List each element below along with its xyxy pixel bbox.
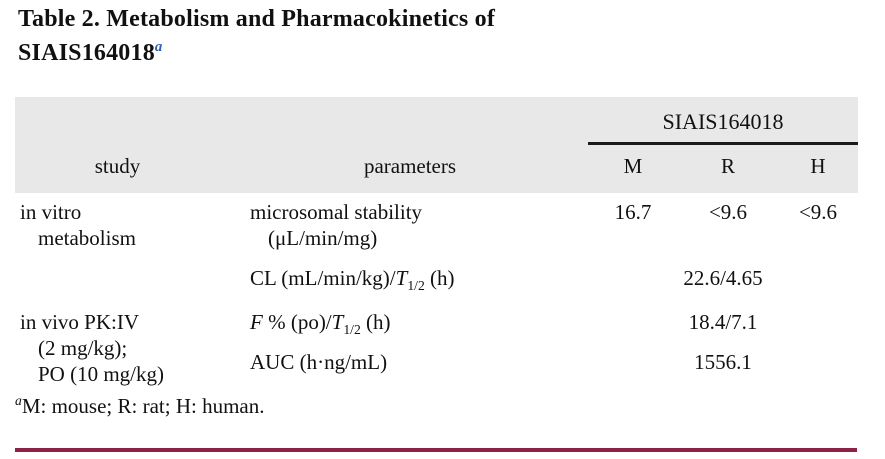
value-m: 16.7 xyxy=(614,199,652,224)
study-line: in vitro xyxy=(20,199,82,224)
param-cell-clearance: CL (mL/min/kg)/T1/2 (h) xyxy=(250,251,588,295)
study-cell-invivo: in vivo PK:IV (2 mg/kg); PO (10 mg/kg) xyxy=(15,295,250,387)
table-row: in vitro metabolism microsomal stability… xyxy=(15,193,858,251)
study-line: in vivo PK:IV xyxy=(20,309,140,334)
param-subscript: 1/2 xyxy=(343,321,361,337)
value-merged-cl: 22.6/4.65 xyxy=(683,265,763,290)
table-row: AUC (h·ng/mL) 1556.1 xyxy=(15,343,858,387)
param-text: % (po)/ xyxy=(262,309,332,334)
study-line: PO (10 mg/kg) xyxy=(38,361,164,386)
value-merged-fpo: 18.4/7.1 xyxy=(688,309,758,334)
param-cell-bioavailability: F % (po)/T1/2 (h) xyxy=(250,295,588,343)
study-line: (2 mg/kg); xyxy=(38,335,128,360)
param-line: (μL/min/mg) xyxy=(268,225,378,250)
param-line: microsomal stability xyxy=(250,199,423,224)
column-header-parameters: parameters xyxy=(250,143,588,193)
column-header-study: study xyxy=(15,143,250,193)
param-variable: T xyxy=(331,309,344,334)
study-line: metabolism xyxy=(38,225,136,250)
column-header-row: study parameters M R H xyxy=(15,143,859,193)
table-row: CL (mL/min/kg)/T1/2 (h) 22.6/4.65 xyxy=(15,251,858,295)
pk-data-table: SIAIS164018 study parameters M R H in vi… xyxy=(15,97,859,387)
param-cell-microsomal: microsomal stability (μL/min/mg) xyxy=(250,193,588,251)
title-footnote-marker: a xyxy=(154,39,163,55)
group-header-spacer xyxy=(15,97,588,143)
param-text: (h) xyxy=(360,309,391,334)
group-header-row: SIAIS164018 xyxy=(15,97,859,145)
column-header-m: M xyxy=(588,143,678,193)
param-variable: F xyxy=(250,309,263,334)
param-text: (h) xyxy=(424,265,455,290)
table-title-line1: Table 2. Metabolism and Pharmacokinetics… xyxy=(18,6,496,32)
param-variable: T xyxy=(395,265,408,290)
study-cell-empty xyxy=(15,251,250,295)
study-cell-invitro: in vitro metabolism xyxy=(15,193,250,251)
param-cell-auc: AUC (h·ng/mL) xyxy=(250,349,388,374)
pk-table: SIAIS164018 study parameters M R H in vi… xyxy=(15,97,859,387)
column-header-r: R xyxy=(678,143,778,193)
footnote-text: M: mouse; R: rat; H: human. xyxy=(21,394,265,418)
table-row: in vivo PK:IV (2 mg/kg); PO (10 mg/kg) F… xyxy=(15,295,858,386)
param-text: CL (mL/min/kg)/ xyxy=(250,265,396,290)
column-header-h: H xyxy=(778,143,859,193)
footnote-marker: a xyxy=(15,393,22,408)
value-h: <9.6 xyxy=(798,199,838,224)
group-header-compound: SIAIS164018 xyxy=(588,97,859,145)
value-merged-auc: 1556.1 xyxy=(694,349,752,374)
value-r: <9.6 xyxy=(708,199,748,224)
bottom-divider-rule xyxy=(15,448,857,452)
table-title-compound: SIAIS164018 xyxy=(18,40,155,66)
param-subscript: 1/2 xyxy=(407,277,425,293)
table-footnote: aM: mouse; R: rat; H: human. xyxy=(15,393,264,419)
table-title: Table 2. Metabolism and Pharmacokinetics… xyxy=(18,2,778,70)
